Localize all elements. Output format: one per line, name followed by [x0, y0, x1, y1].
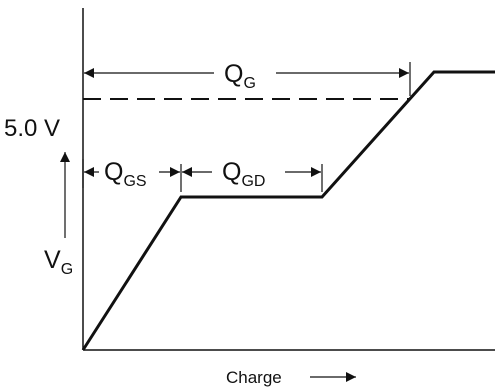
qgs-label: QGS — [104, 158, 147, 190]
qgd-label: QGD — [222, 158, 265, 190]
gate-voltage-curve — [81, 70, 495, 351]
qg-label: QG — [224, 60, 256, 92]
x-axis-label: Charge — [226, 368, 282, 387]
voltage-label: 5.0 V — [4, 115, 60, 142]
vg-label: VG — [44, 246, 73, 278]
